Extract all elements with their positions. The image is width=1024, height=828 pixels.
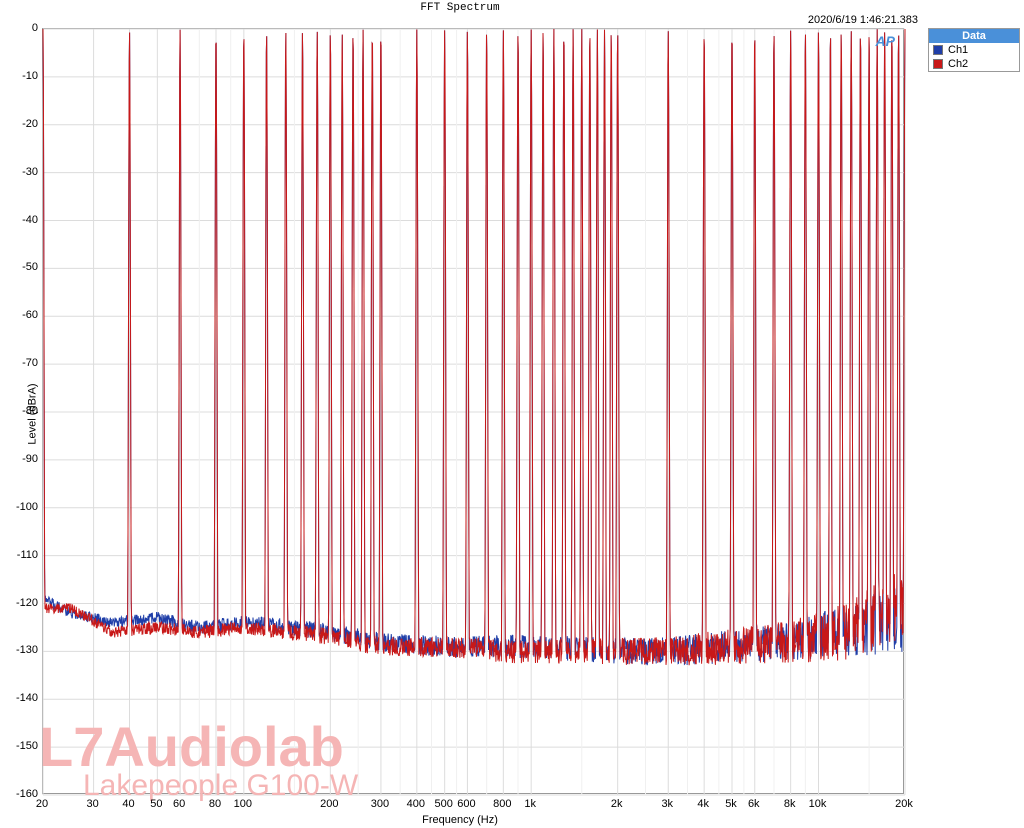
y-tick-label: -120 xyxy=(6,597,38,609)
y-tick-label: -70 xyxy=(6,357,38,369)
x-tick-label: 4k xyxy=(697,798,709,810)
legend-label: Ch2 xyxy=(948,58,968,70)
legend-item: Ch2 xyxy=(929,57,1019,71)
series-layer xyxy=(43,29,903,793)
x-tick-label: 200 xyxy=(320,798,338,810)
x-tick-label: 20k xyxy=(895,798,913,810)
y-tick-label: -110 xyxy=(6,549,38,561)
x-tick-label: 3k xyxy=(661,798,673,810)
x-tick-label: 60 xyxy=(173,798,185,810)
legend-swatch xyxy=(933,45,943,55)
y-tick-label: -140 xyxy=(6,692,38,704)
y-tick-label: -60 xyxy=(6,309,38,321)
x-tick-label: 6k xyxy=(748,798,760,810)
plot-area: AP L7Audiolab Lakepeople G100-W xyxy=(42,28,904,794)
y-tick-label: -160 xyxy=(6,788,38,800)
legend: Data Ch1 Ch2 xyxy=(928,28,1020,72)
x-tick-label: 50 xyxy=(150,798,162,810)
x-tick-label: 2k xyxy=(611,798,623,810)
y-tick-label: -30 xyxy=(6,166,38,178)
x-tick-label: 600 xyxy=(457,798,475,810)
x-tick-label: 800 xyxy=(493,798,511,810)
legend-header: Data xyxy=(929,29,1019,43)
x-tick-label: 300 xyxy=(371,798,389,810)
x-tick-label: 1k xyxy=(524,798,536,810)
x-axis-label: Frequency (Hz) xyxy=(0,814,920,826)
x-tick-label: 80 xyxy=(209,798,221,810)
y-tick-label: -100 xyxy=(6,501,38,513)
legend-swatch xyxy=(933,59,943,69)
x-tick-label: 40 xyxy=(122,798,134,810)
x-tick-label: 20 xyxy=(36,798,48,810)
x-tick-label: 10k xyxy=(809,798,827,810)
x-tick-label: 30 xyxy=(86,798,98,810)
x-tick-label: 8k xyxy=(784,798,796,810)
y-tick-label: -20 xyxy=(6,118,38,130)
legend-label: Ch1 xyxy=(948,44,968,56)
y-tick-label: -10 xyxy=(6,70,38,82)
x-tick-label: 100 xyxy=(234,798,252,810)
timestamp: 2020/6/19 1:46:21.383 xyxy=(808,14,918,26)
y-tick-label: 0 xyxy=(6,22,38,34)
x-tick-label: 500 xyxy=(434,798,452,810)
y-tick-label: -130 xyxy=(6,644,38,656)
x-tick-label: 400 xyxy=(407,798,425,810)
y-tick-label: -150 xyxy=(6,740,38,752)
y-tick-label: -80 xyxy=(6,405,38,417)
legend-item: Ch1 xyxy=(929,43,1019,57)
y-tick-label: -40 xyxy=(6,214,38,226)
x-tick-label: 5k xyxy=(725,798,737,810)
y-tick-label: -50 xyxy=(6,261,38,273)
y-tick-label: -90 xyxy=(6,453,38,465)
series-Ch2 xyxy=(43,29,905,665)
chart-title: FFT Spectrum xyxy=(0,2,920,14)
